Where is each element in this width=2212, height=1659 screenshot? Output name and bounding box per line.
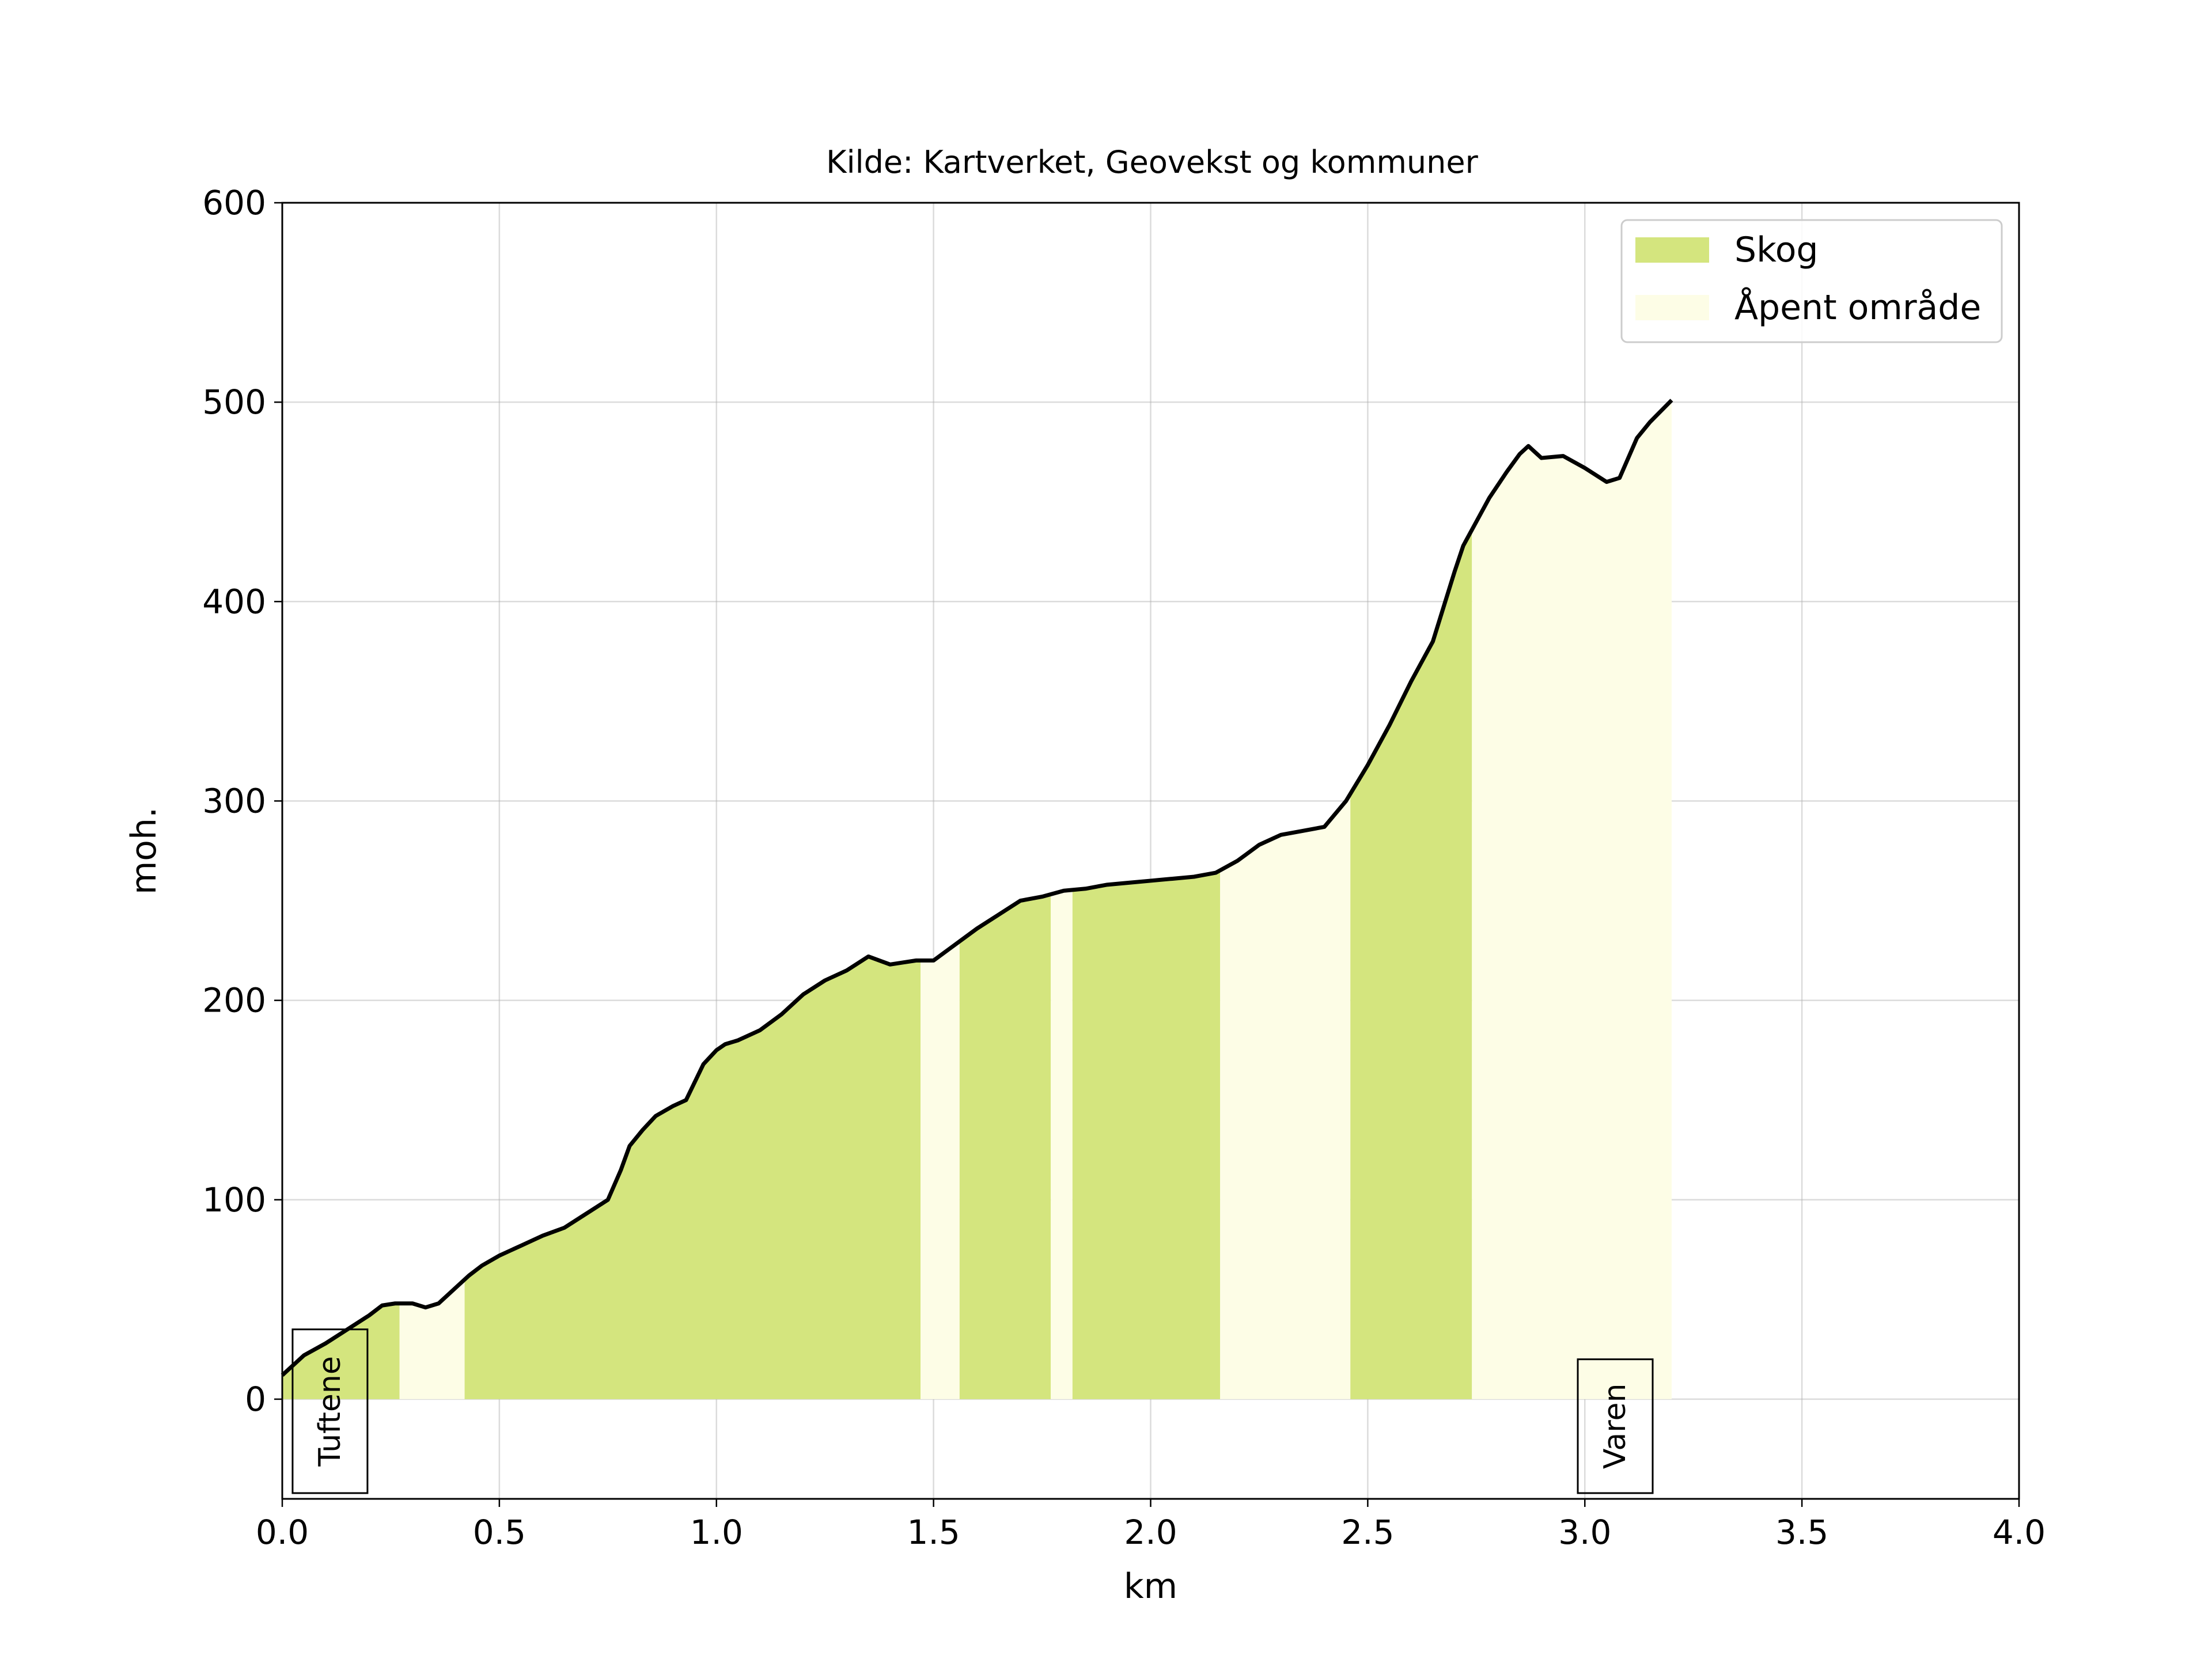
x-tick-label: 0.0 [256, 1513, 309, 1552]
x-tick-label: 3.5 [1775, 1513, 1828, 1552]
forest-band [282, 1303, 400, 1399]
elevation-line [281, 399, 1673, 1377]
y-tick-label: 0 [245, 1380, 266, 1419]
forest-band [959, 894, 1051, 1399]
place-label: Tuftene [313, 1356, 347, 1467]
x-tick-label: 2.0 [1124, 1513, 1177, 1552]
place-box [291, 1328, 369, 1494]
elevation-line-layer [281, 399, 1673, 1377]
place-markers: Tuftene Varen [291, 1328, 1654, 1494]
open-area-band [1220, 794, 1351, 1399]
open-area-band [1472, 400, 1672, 1399]
x-tick-label: 0.5 [473, 1513, 526, 1552]
place-box [1577, 1358, 1654, 1494]
legend-label: Skog [1734, 230, 1819, 270]
x-tick-label: 3.0 [1558, 1513, 1611, 1552]
land-cover-bands [282, 400, 1672, 1399]
y-tick-label: 400 [202, 582, 266, 621]
y-tick-label: 500 [202, 382, 266, 422]
x-tick-label: 1.0 [690, 1513, 743, 1552]
axis-ticks: 0.0 0.5 1.0 1.5 2.0 2.5 3.0 3.5 4.0 0 100 200 300 400… [202, 183, 2046, 1552]
legend-box [1620, 219, 2003, 343]
place-marker: Tuftene [291, 1328, 369, 1494]
place-label: Varen [1598, 1384, 1633, 1469]
y-tick-label: 600 [202, 183, 266, 222]
x-tick-label: 4.0 [1993, 1513, 2046, 1552]
chart-title: Kilde: Kartverket, Geovekst og kommuner [826, 144, 1478, 180]
x-axis-label: km [1124, 1566, 1177, 1607]
y-tick-label: 200 [202, 981, 266, 1020]
forest-band [1350, 529, 1472, 1399]
y-tick-label: 300 [202, 781, 266, 820]
legend: Skog Åpent område [1620, 219, 2003, 343]
legend-swatch-open [1635, 295, 1709, 320]
x-tick-label: 1.5 [907, 1513, 960, 1552]
legend-swatch-skog [1635, 237, 1709, 263]
x-tick-label: 2.5 [1341, 1513, 1394, 1552]
open-area-band [921, 941, 960, 1399]
open-area-band [1051, 889, 1073, 1399]
y-tick-label: 100 [202, 1180, 266, 1219]
y-axis-label: moh. [124, 807, 164, 895]
open-area-band [399, 1279, 465, 1399]
legend-label: Åpent område [1734, 287, 1981, 328]
forest-band [1072, 870, 1221, 1399]
place-marker: Varen [1577, 1358, 1654, 1494]
forest-band [464, 956, 921, 1399]
